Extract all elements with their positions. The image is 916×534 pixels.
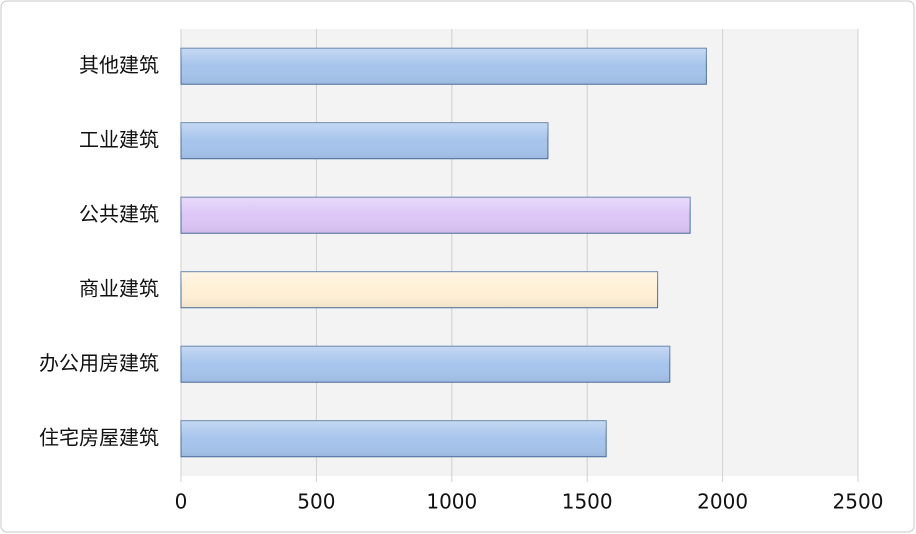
y-tick-label: 住宅房屋建筑 — [39, 425, 159, 449]
x-tick-label: 500 — [297, 490, 335, 514]
bar-shade — [181, 271, 658, 308]
bar-shade — [181, 420, 607, 457]
y-tick-label: 公共建筑 — [79, 202, 159, 226]
x-tick-label: 2000 — [697, 490, 748, 514]
bar-shade — [181, 197, 691, 234]
x-tick-label: 2500 — [833, 490, 884, 514]
x-tick-label: 0 — [175, 490, 188, 514]
bar-shade — [181, 48, 707, 85]
y-tick-label: 其他建筑 — [79, 53, 159, 77]
y-tick-label: 工业建筑 — [79, 127, 159, 151]
x-tick-label: 1000 — [426, 490, 477, 514]
y-tick-label: 商业建筑 — [79, 276, 159, 300]
y-tick-label: 办公用房建筑 — [39, 351, 159, 375]
bar-shade — [181, 346, 670, 383]
plot-area — [181, 29, 858, 476]
x-tick-label: 1500 — [562, 490, 613, 514]
bar-shade — [181, 122, 548, 159]
